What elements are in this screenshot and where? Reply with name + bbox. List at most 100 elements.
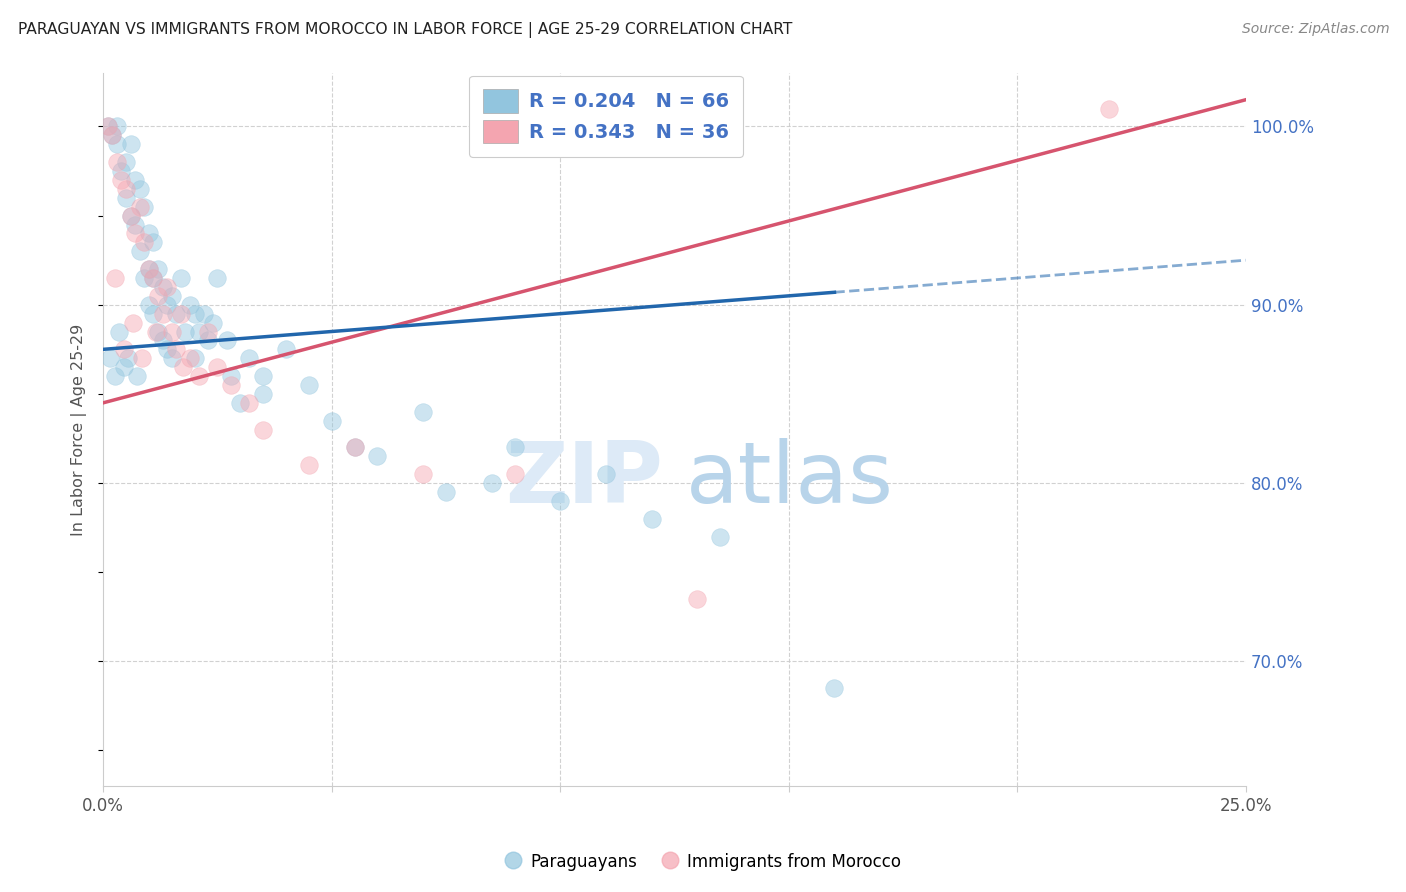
Point (124, 173, 146, 187)
Point (174, 325, 197, 339)
Point (434, 485, 457, 500)
Point (112, 343, 135, 357)
Point (120, 209, 142, 223)
Point (640, 512, 662, 526)
Point (97, 120, 120, 134)
Point (298, 378, 321, 392)
Point (110, 173, 132, 187)
Point (120, 137, 142, 152)
Point (124, 227, 146, 241)
Point (138, 298, 160, 312)
Point (152, 280, 174, 294)
Point (142, 271, 165, 285)
Point (343, 441, 366, 455)
Point (481, 476, 503, 491)
Text: atlas: atlas (686, 438, 894, 521)
Point (104, 369, 127, 384)
Point (170, 307, 193, 321)
Point (124, 218, 146, 232)
Point (179, 351, 201, 366)
Text: PARAGUAYAN VS IMMIGRANTS FROM MOROCCO IN LABOR FORCE | AGE 25-29 CORRELATION CHA: PARAGUAYAN VS IMMIGRANTS FROM MOROCCO IN… (18, 22, 793, 38)
Point (122, 316, 145, 330)
Point (160, 289, 183, 303)
Point (193, 307, 215, 321)
Point (142, 307, 165, 321)
Point (105, 155, 128, 169)
Point (142, 235, 165, 250)
Point (188, 369, 211, 384)
Point (686, 591, 709, 606)
Point (366, 450, 388, 464)
Point (145, 325, 167, 339)
Point (97, 120, 120, 134)
Point (201, 316, 224, 330)
Point (207, 271, 229, 285)
Point (101, 128, 124, 143)
Y-axis label: In Labor Force | Age 25-29: In Labor Force | Age 25-29 (72, 324, 87, 536)
Point (238, 396, 260, 410)
Point (138, 262, 160, 277)
Point (183, 307, 205, 321)
Point (165, 307, 187, 321)
Point (595, 467, 617, 482)
Point (101, 128, 124, 143)
Point (160, 325, 183, 339)
Point (274, 343, 297, 357)
Legend: R = 0.204   N = 66, R = 0.343   N = 36: R = 0.204 N = 66, R = 0.343 N = 36 (470, 76, 742, 157)
Point (252, 387, 274, 401)
Point (183, 351, 205, 366)
Point (134, 271, 156, 285)
Point (138, 227, 160, 241)
Point (156, 298, 179, 312)
Point (160, 351, 183, 366)
Point (98, 351, 121, 366)
Point (127, 369, 149, 384)
Point (412, 467, 434, 482)
Point (105, 120, 128, 134)
Point (146, 325, 169, 339)
Point (115, 182, 138, 196)
Point (131, 351, 153, 366)
Point (343, 441, 366, 455)
Point (128, 200, 150, 214)
Text: Source: ZipAtlas.com: Source: ZipAtlas.com (1241, 22, 1389, 37)
Legend: Paraguayans, Immigrants from Morocco: Paraguayans, Immigrants from Morocco (496, 845, 910, 880)
Point (219, 369, 242, 384)
Point (188, 325, 211, 339)
Point (156, 343, 179, 357)
Point (207, 360, 229, 375)
Point (229, 396, 252, 410)
Point (128, 244, 150, 259)
Point (197, 325, 219, 339)
Text: ZIP: ZIP (505, 438, 664, 521)
Point (152, 334, 174, 348)
Point (172, 360, 194, 375)
Point (152, 307, 174, 321)
Point (134, 235, 156, 250)
Point (170, 271, 193, 285)
Point (503, 441, 526, 455)
Point (112, 360, 135, 375)
Point (709, 529, 731, 543)
Point (138, 262, 160, 277)
Point (117, 351, 139, 366)
Point (824, 681, 846, 695)
Point (104, 271, 127, 285)
Point (321, 414, 343, 428)
Point (412, 405, 434, 419)
Point (252, 369, 274, 384)
Point (165, 343, 187, 357)
Point (197, 334, 219, 348)
Point (105, 137, 128, 152)
Point (120, 209, 142, 223)
Point (179, 298, 201, 312)
Point (298, 458, 321, 473)
Point (128, 182, 150, 196)
Point (156, 280, 179, 294)
Point (219, 378, 242, 392)
Point (115, 191, 138, 205)
Point (252, 423, 274, 437)
Point (215, 334, 238, 348)
Point (115, 155, 138, 169)
Point (548, 494, 571, 508)
